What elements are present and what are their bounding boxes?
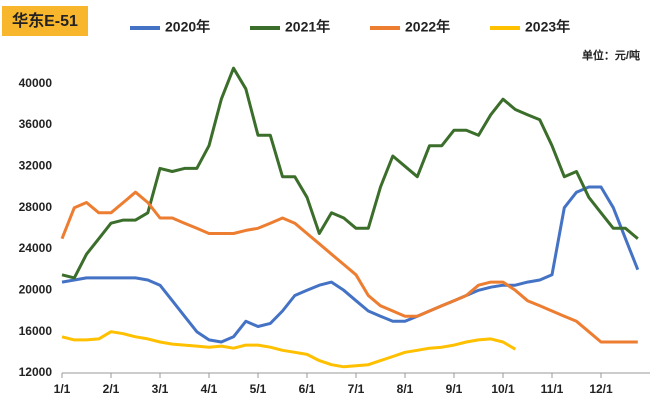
x-tick-label: 8/1 [397,382,414,396]
legend-label: 2022年 [405,19,450,35]
series-line [61,66,639,280]
y-tick-label: 20000 [19,283,53,297]
x-tick-label: 6/1 [299,382,316,396]
x-tick-label: 5/1 [250,382,267,396]
x-tick-label: 3/1 [152,382,169,396]
y-tick-label: 36000 [19,117,53,131]
x-tick-label: 12/1 [589,382,613,396]
x-tick-label: 1/1 [54,382,71,396]
y-tick-label: 16000 [19,324,53,338]
unit-label: 单位：元/吨 [582,48,640,62]
legend-label: 2021年 [285,19,330,35]
legend-label: 2020年 [165,19,210,35]
y-tick-label: 12000 [19,365,53,379]
y-tick-label: 40000 [19,76,53,90]
x-tick-label: 2/1 [103,382,120,396]
series-line [61,330,517,369]
legend-label: 2023年 [525,19,570,35]
y-tick-label: 28000 [19,200,53,214]
x-tick-label: 10/1 [491,382,515,396]
series-line [61,185,640,344]
series-line [60,190,638,344]
x-tick-label: 4/1 [201,382,218,396]
x-tick-label: 11/1 [541,382,564,396]
title-box [2,6,88,36]
x-tick-label: 9/1 [446,382,463,396]
chart-title: 华东E-51 [12,11,78,30]
y-tick-label: 24000 [19,241,53,255]
x-tick-label: 7/1 [348,382,365,396]
y-tick-label: 32000 [19,159,53,173]
